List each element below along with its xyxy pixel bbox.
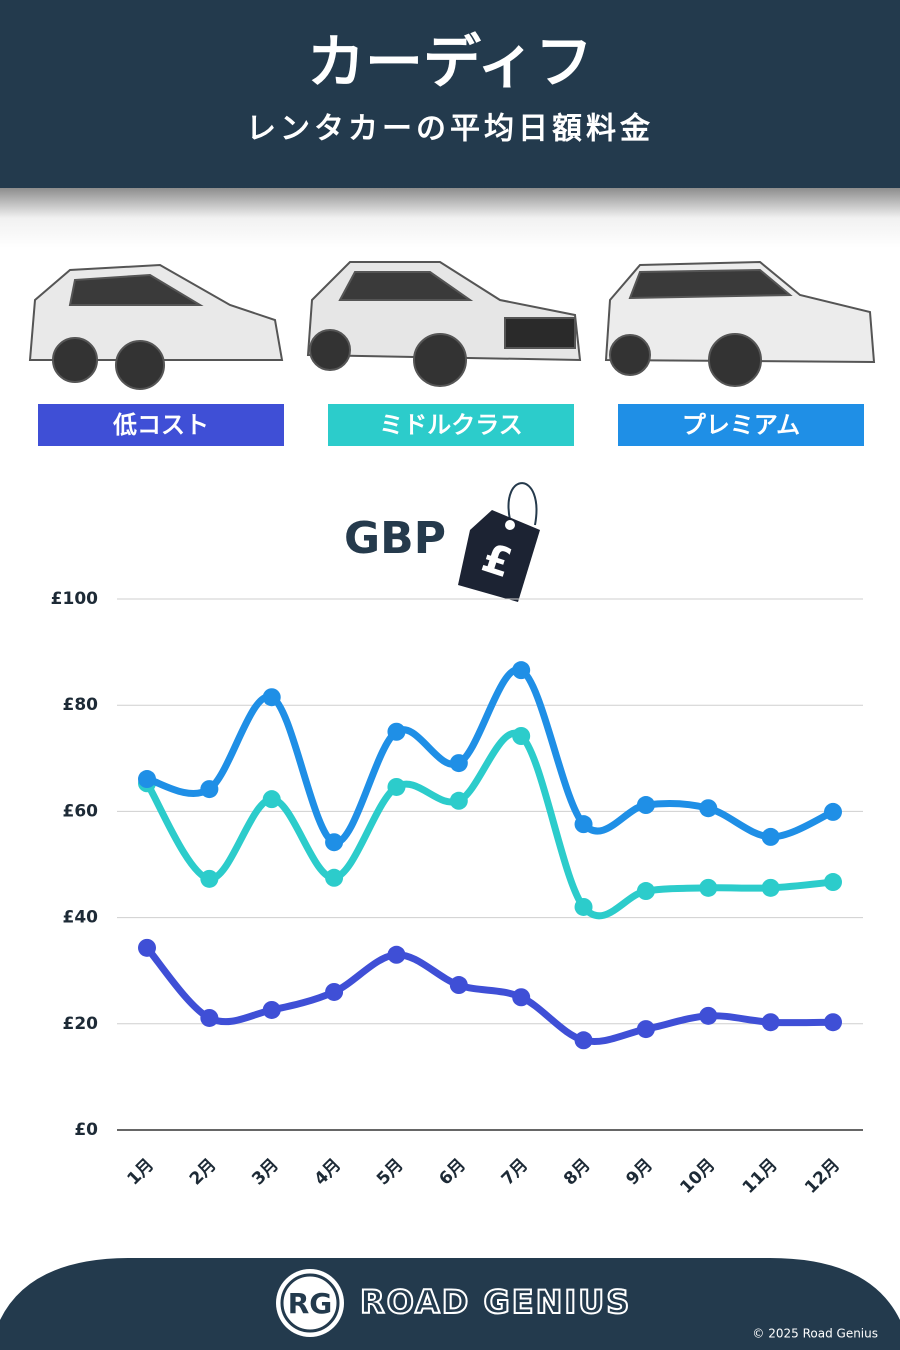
data-point xyxy=(824,1013,842,1032)
y-tick-label: £20 xyxy=(63,1014,99,1034)
data-point xyxy=(449,754,468,773)
y-tick-label: £0 xyxy=(74,1120,98,1140)
brand-name: ROAD GENIUS xyxy=(360,1283,631,1321)
data-point xyxy=(761,1013,780,1032)
data-point xyxy=(699,799,718,818)
legend-label: プレミアム xyxy=(682,411,800,439)
data-point xyxy=(574,815,593,834)
data-point xyxy=(761,827,780,846)
data-point xyxy=(761,878,780,897)
data-point xyxy=(325,833,344,852)
subtitle: レンタカーの平均日額料金 xyxy=(246,112,654,147)
data-point xyxy=(824,802,842,821)
data-point xyxy=(262,688,281,707)
y-tick-label: £80 xyxy=(63,695,99,715)
data-point xyxy=(138,938,156,957)
y-tick-label: £100 xyxy=(51,589,98,609)
data-point xyxy=(325,982,344,1001)
data-point xyxy=(512,661,531,680)
legend-badge xyxy=(618,404,864,446)
data-point xyxy=(262,1000,281,1019)
copyright: © 2025 Road Genius xyxy=(752,1327,878,1341)
car-premium xyxy=(604,260,876,387)
data-point xyxy=(636,796,655,815)
y-tick-label: £60 xyxy=(63,801,99,821)
header-shadow xyxy=(0,188,900,248)
car-midsize xyxy=(306,261,582,387)
data-point xyxy=(325,868,344,887)
title: カーディフ xyxy=(307,28,593,96)
data-point xyxy=(699,1006,718,1025)
data-point xyxy=(636,882,655,901)
data-point xyxy=(574,1031,593,1050)
legend-badge xyxy=(328,404,574,446)
data-point xyxy=(449,791,468,810)
data-point xyxy=(200,869,219,888)
logo-text: RG xyxy=(288,1287,333,1320)
data-point xyxy=(824,873,842,892)
data-point xyxy=(574,897,593,916)
logo-badge xyxy=(276,1269,344,1337)
footer-band xyxy=(0,1258,900,1350)
data-point xyxy=(512,988,531,1007)
data-point xyxy=(387,722,406,741)
data-point xyxy=(512,726,531,745)
data-point xyxy=(387,945,406,964)
data-point xyxy=(200,780,219,799)
legend-badge xyxy=(38,404,284,446)
unit-label: GBP xyxy=(344,513,446,564)
logo-ring xyxy=(280,1273,340,1333)
legend-label: 低コスト xyxy=(112,411,209,439)
data-point xyxy=(138,770,156,789)
data-point xyxy=(449,976,468,995)
header-band xyxy=(0,0,900,188)
y-tick-label: £40 xyxy=(63,908,99,928)
data-point xyxy=(387,777,406,796)
legend-label: ミドルクラス xyxy=(379,411,523,439)
car-economy xyxy=(28,263,284,390)
data-point xyxy=(262,790,281,809)
data-point xyxy=(699,878,718,897)
price-tag-icon: £ xyxy=(458,482,540,602)
data-point xyxy=(200,1008,219,1027)
data-point xyxy=(636,1020,655,1039)
